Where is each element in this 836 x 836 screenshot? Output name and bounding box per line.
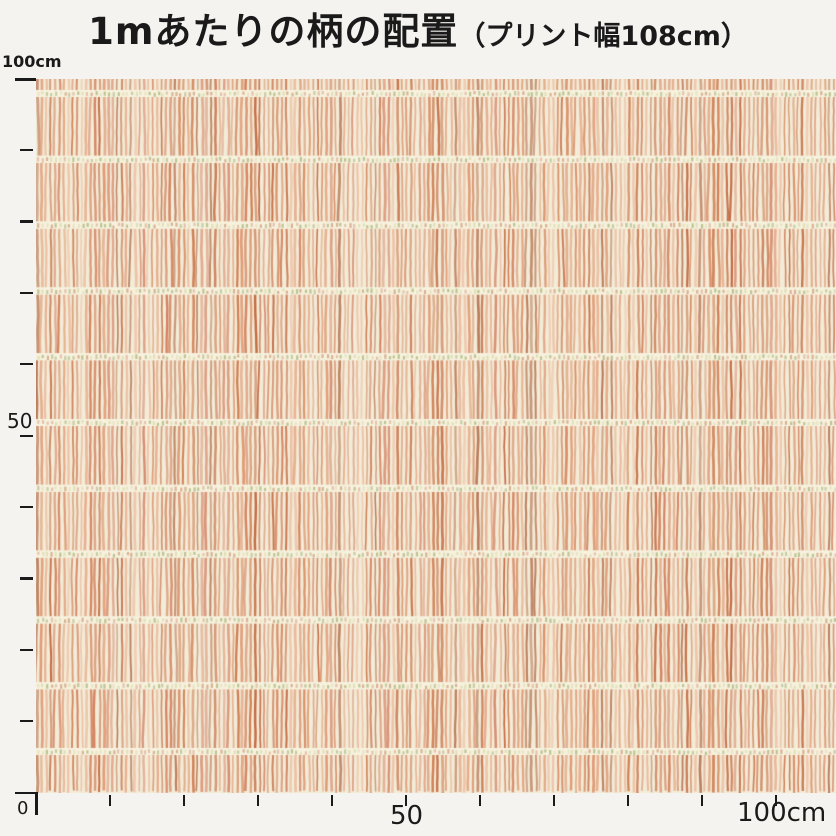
left-axis-tick [20,720,33,723]
origin-corner-tick-vertical [35,791,38,815]
fabric-pattern-canvas [36,79,836,793]
left-axis-tick [20,291,33,295]
bottom-axis-tick [330,795,334,806]
page-title: 1mあたりの柄の配置 （プリント幅108cm） [0,10,836,54]
origin-label-0: 0 [17,798,29,819]
bottom-axis-tick [404,795,408,806]
left-axis-label-100cm: 100cm [2,52,62,71]
origin-corner-tick-horizontal [15,791,37,795]
left-axis-tick [20,220,33,223]
page-title-sub: （プリント幅108cm） [458,21,748,52]
left-axis-tick [20,363,33,366]
bottom-axis-tick [700,795,704,806]
left-axis-tick [20,577,33,580]
bottom-axis-label-50: 50 [390,801,424,831]
left-axis-label-50: 50 [7,409,33,433]
bottom-axis-label-100cm: 100cm [737,798,827,828]
left-axis-tick [15,77,36,81]
left-axis-tick [20,434,33,437]
bottom-axis-tick [182,795,186,806]
left-axis-tick [20,148,33,152]
bottom-axis-tick [774,795,778,806]
left-axis-tick [20,505,33,509]
bottom-axis-tick [256,795,260,806]
bottom-axis-tick [108,795,112,806]
bottom-axis-tick [626,795,630,806]
left-axis-tick [20,648,33,652]
bottom-axis-tick [552,795,556,806]
page-title-main: 1mあたりの柄の配置 [88,10,459,53]
bottom-axis-tick [478,795,482,806]
